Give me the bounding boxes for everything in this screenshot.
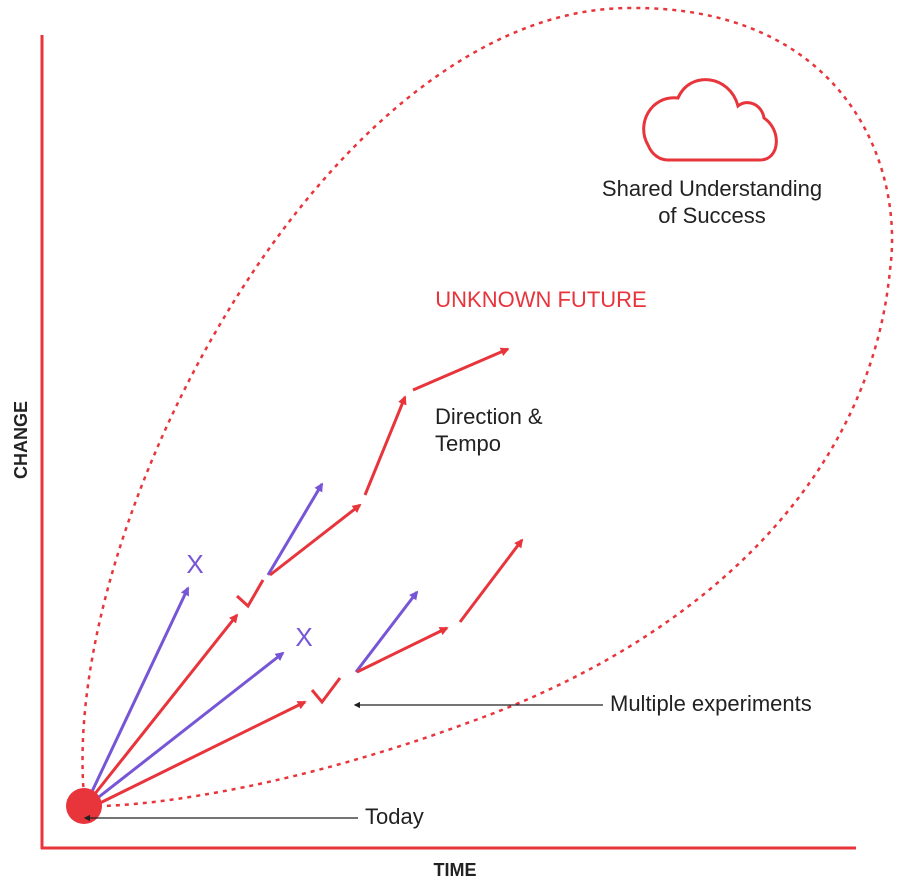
red-arrows [88, 347, 524, 805]
purple-arrows [86, 482, 419, 802]
checkmark [310, 677, 342, 705]
checkmark [235, 579, 265, 609]
path-label: Tempo [435, 431, 501, 456]
cloud-icon [642, 78, 778, 162]
arrow [412, 347, 510, 392]
arrow [86, 586, 190, 801]
goal-label: of Success [658, 203, 766, 228]
arrow [266, 482, 324, 576]
arrow [458, 538, 524, 623]
arrow [99, 700, 307, 805]
arrow [269, 503, 362, 577]
path-label: Direction & [435, 404, 543, 429]
goal-label: Shared Understanding [602, 176, 822, 201]
callout-label: Today [365, 804, 424, 829]
arrow [356, 626, 449, 674]
callout-label: Multiple experiments [610, 691, 812, 716]
y-axis-label: CHANGE [11, 401, 31, 479]
failed-mark: X [186, 549, 203, 579]
today-dot [66, 788, 102, 824]
future-boundary [81, 6, 894, 808]
arrow [363, 395, 407, 496]
failed-mark: X [295, 622, 312, 652]
x-axis-label: TIME [434, 860, 477, 880]
arrow [88, 613, 239, 801]
arrow [94, 651, 285, 802]
arrow [354, 590, 419, 673]
region-label: UNKNOWN FUTURE [435, 287, 646, 312]
